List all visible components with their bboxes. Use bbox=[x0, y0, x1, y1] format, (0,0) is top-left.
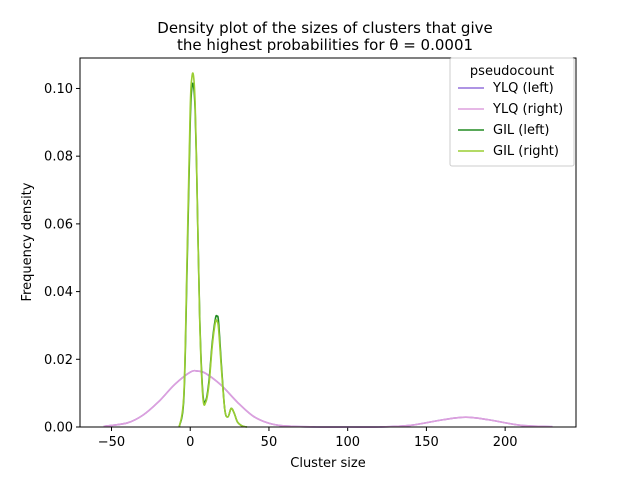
chart-title-line-2: the highest probabilities for θ = 0.0001 bbox=[177, 36, 473, 54]
series-layer bbox=[103, 72, 553, 428]
series-line-gil-right bbox=[178, 72, 248, 428]
legend-entry-label: YLQ (right) bbox=[492, 102, 563, 117]
legend-box bbox=[449, 57, 575, 167]
legend: pseudocount YLQ (left) YLQ (right) GIL (le… bbox=[449, 57, 575, 167]
x-tick-label: 50 bbox=[261, 435, 278, 450]
x-tick-label: 0 bbox=[186, 435, 194, 450]
legend-entries: YLQ (left) YLQ (right) GIL (left) GIL (righ… bbox=[458, 81, 563, 159]
chart-title-line-1: Density plot of the sizes of clusters th… bbox=[157, 19, 492, 37]
y-tick-label: 0.04 bbox=[44, 285, 73, 300]
y-axis-label: Frequency density bbox=[20, 182, 35, 301]
y-axis-ticks: 0.00 0.02 0.04 0.06 0.08 0.10 bbox=[44, 82, 80, 436]
y-tick-label: 0.08 bbox=[44, 150, 73, 165]
x-axis-ticks: −50 0 50 100 150 200 bbox=[98, 427, 518, 450]
x-axis-label: Cluster size bbox=[290, 456, 365, 471]
x-tick-label: 100 bbox=[335, 435, 360, 450]
legend-entry-label: GIL (left) bbox=[493, 123, 549, 138]
legend-entry-label: YLQ (left) bbox=[492, 81, 554, 96]
legend-title: pseudocount bbox=[470, 64, 554, 79]
y-tick-label: 0.10 bbox=[44, 82, 73, 97]
plot-frame bbox=[79, 57, 577, 428]
y-tick-label: 0.06 bbox=[44, 217, 73, 232]
x-tick-label: 200 bbox=[493, 435, 518, 450]
y-tick-label: 0.00 bbox=[44, 421, 73, 436]
y-tick-label: 0.02 bbox=[44, 353, 73, 368]
x-tick-label: −50 bbox=[98, 435, 125, 450]
x-tick-label: 150 bbox=[414, 435, 439, 450]
legend-entry-label: GIL (right) bbox=[493, 144, 559, 159]
series-line-ylq-right bbox=[103, 369, 553, 428]
